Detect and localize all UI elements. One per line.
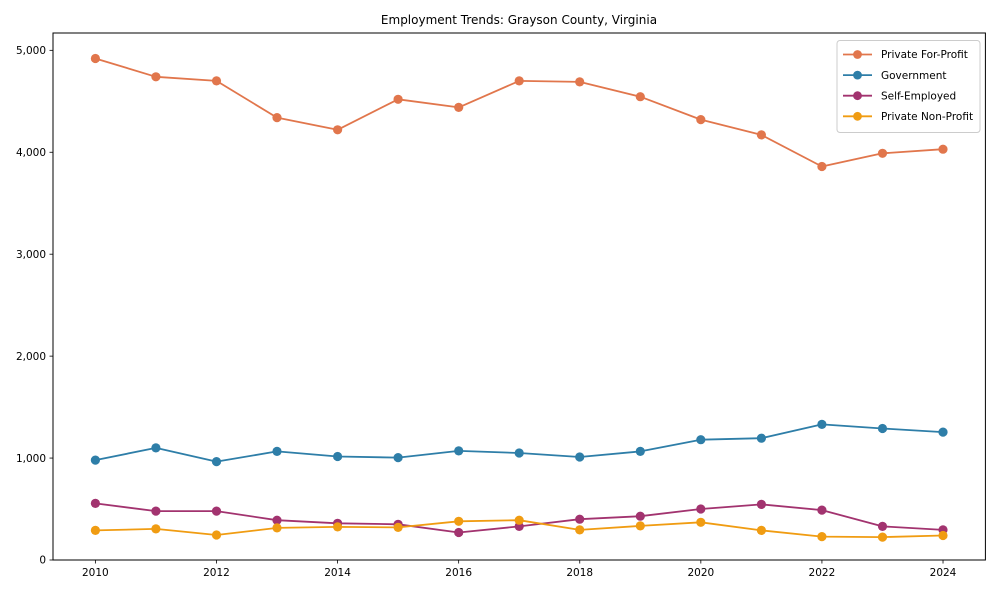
legend-item-government: Government — [843, 70, 946, 82]
data-point-private-non-profit-2022 — [817, 532, 827, 542]
data-point-private-non-profit-2020 — [696, 517, 706, 527]
legend-label: Government — [881, 70, 946, 82]
data-point-private-non-profit-2023 — [877, 532, 888, 542]
y-tick-label: 1,000 — [16, 453, 46, 465]
data-point-government-2011 — [151, 443, 161, 453]
data-point-private-non-profit-2014 — [333, 522, 343, 532]
y-tick-label: 4,000 — [16, 147, 46, 159]
data-point-private-for-profit-2016 — [454, 102, 464, 112]
series-private-for-profit — [90, 53, 948, 172]
data-point-private-for-profit-2019 — [635, 92, 645, 102]
legend-item-private-non-profit: Private Non-Profit — [843, 111, 973, 123]
data-point-government-2017 — [514, 448, 524, 458]
series-private-non-profit — [90, 515, 948, 542]
data-point-self-employed-2018 — [575, 514, 585, 524]
data-point-government-2012 — [211, 457, 222, 467]
data-point-private-non-profit-2017 — [514, 515, 524, 525]
data-point-self-employed-2013 — [272, 515, 282, 525]
legend-marker-icon — [853, 70, 862, 80]
data-point-private-non-profit-2024 — [938, 530, 948, 541]
axes-box — [52, 32, 986, 561]
legend-label: Private For-Profit — [881, 49, 968, 61]
data-point-private-non-profit-2016 — [454, 516, 464, 526]
plot-area: 2010 2012 2014 2016 2018 2020 2022 2024 0 1,000 2,… — [16, 32, 986, 579]
data-point-private-non-profit-2010 — [90, 525, 100, 536]
data-point-self-employed-2012 — [211, 506, 222, 516]
legend-marker-icon — [853, 50, 862, 59]
data-point-private-for-profit-2022 — [817, 161, 827, 172]
data-point-private-for-profit-2018 — [575, 77, 585, 87]
data-point-government-2019 — [635, 446, 645, 456]
data-point-private-non-profit-2012 — [211, 530, 222, 540]
data-point-self-employed-2010 — [90, 498, 100, 508]
x-tick-label: 2010 — [82, 567, 109, 579]
y-tick-label: 5,000 — [16, 45, 46, 57]
data-point-government-2023 — [877, 423, 888, 434]
data-point-private-non-profit-2011 — [151, 524, 161, 534]
data-point-self-employed-2011 — [151, 506, 161, 516]
data-point-government-2015 — [393, 453, 403, 463]
x-tick-label: 2012 — [203, 567, 230, 579]
chart-title: Employment Trends: Grayson County, Virgi… — [381, 13, 657, 27]
data-point-private-for-profit-2015 — [393, 94, 403, 104]
series-government — [90, 419, 948, 467]
x-tick-label: 2020 — [687, 567, 714, 579]
x-tick-label: 2018 — [566, 567, 593, 579]
legend-marker-icon — [853, 91, 862, 101]
legend-item-self-employed: Self-Employed — [843, 90, 956, 102]
legend-box — [836, 40, 981, 133]
data-point-government-2013 — [272, 446, 282, 456]
y-tick-label: 3,000 — [16, 249, 46, 261]
data-point-self-employed-2021 — [756, 499, 767, 509]
data-point-private-for-profit-2012 — [211, 76, 222, 86]
x-tick-label: 2024 — [930, 567, 957, 579]
data-point-private-for-profit-2020 — [696, 115, 706, 125]
data-point-self-employed-2020 — [696, 504, 706, 514]
data-point-private-non-profit-2013 — [272, 523, 282, 533]
legend-label: Self-Employed — [881, 90, 956, 102]
data-point-government-2024 — [938, 427, 948, 437]
data-point-private-for-profit-2014 — [333, 125, 343, 135]
data-point-private-for-profit-2010 — [90, 53, 100, 64]
legend-item-private-for-profit: Private For-Profit — [843, 49, 968, 61]
series-line-private-for-profit — [94, 57, 944, 168]
x-tick-label: 2016 — [445, 567, 472, 579]
data-point-private-for-profit-2013 — [272, 113, 282, 123]
data-point-government-2016 — [454, 446, 464, 456]
x-tick-label: 2014 — [324, 567, 351, 579]
data-point-government-2018 — [575, 452, 585, 462]
data-point-private-non-profit-2018 — [575, 525, 585, 535]
data-point-government-2010 — [90, 455, 100, 465]
data-point-self-employed-2016 — [454, 527, 464, 538]
x-tick-label: 2022 — [809, 567, 836, 579]
y-tick-label: 2,000 — [16, 351, 46, 363]
data-point-private-for-profit-2024 — [938, 144, 948, 154]
y-tick-label: 0 — [39, 555, 46, 567]
data-point-private-non-profit-2015 — [393, 522, 403, 533]
data-point-government-2020 — [696, 435, 706, 445]
data-point-private-non-profit-2021 — [756, 525, 767, 536]
legend-marker-icon — [853, 111, 862, 121]
data-point-private-for-profit-2023 — [877, 148, 888, 158]
data-point-private-for-profit-2011 — [151, 72, 161, 82]
data-point-self-employed-2023 — [877, 521, 888, 532]
legend-label: Private Non-Profit — [881, 111, 973, 123]
data-point-self-employed-2022 — [817, 505, 827, 515]
data-point-government-2022 — [817, 419, 827, 429]
data-point-private-for-profit-2021 — [756, 130, 767, 140]
legend: Private For-Profit Government Self-Employe… — [836, 40, 981, 133]
data-point-government-2014 — [333, 451, 343, 462]
data-point-private-non-profit-2019 — [635, 521, 645, 531]
data-point-private-for-profit-2017 — [514, 76, 524, 86]
data-point-government-2021 — [756, 433, 767, 443]
data-point-self-employed-2019 — [635, 511, 645, 521]
